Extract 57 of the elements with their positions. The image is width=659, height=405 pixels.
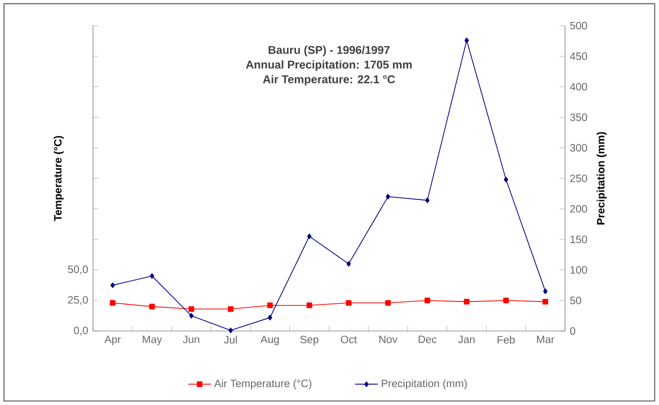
point bbox=[306, 302, 312, 308]
y2-tick-label: 450 bbox=[570, 52, 588, 60]
point bbox=[425, 198, 430, 204]
x-tick-label: Feb bbox=[498, 336, 515, 344]
point bbox=[385, 300, 391, 306]
point bbox=[307, 234, 312, 240]
point bbox=[386, 194, 390, 200]
annotation: Air Temperature: 22.1 °C bbox=[262, 74, 395, 86]
y2-tick-label: 200 bbox=[570, 205, 588, 213]
point bbox=[504, 176, 508, 182]
point bbox=[110, 300, 116, 306]
x-tick-label: Jul bbox=[224, 336, 237, 344]
x-tick-label: Oct bbox=[340, 336, 357, 344]
legend-label: Precipitation (mm) bbox=[382, 379, 467, 390]
y2-tick-label: 400 bbox=[570, 82, 588, 91]
y2-tick-label: 150 bbox=[570, 236, 588, 244]
point bbox=[543, 288, 548, 294]
y-axis-title: Temperature (°C) bbox=[54, 136, 64, 222]
point bbox=[268, 314, 272, 320]
point bbox=[188, 306, 194, 312]
y2-tick-label: 100 bbox=[570, 266, 588, 274]
point bbox=[150, 273, 154, 279]
y-tick-label: 25,0 bbox=[68, 296, 88, 305]
point bbox=[110, 282, 115, 288]
x-tick-label: Apr bbox=[104, 336, 121, 346]
x-tick-label: Jan bbox=[458, 336, 475, 344]
point bbox=[464, 298, 470, 304]
legend-label: Air Temperature (°C) bbox=[214, 379, 312, 390]
x-tick-label: Nov bbox=[379, 336, 398, 344]
point bbox=[542, 298, 548, 304]
y2-tick-label: 0 bbox=[570, 327, 576, 335]
point bbox=[189, 312, 194, 319]
y2-tick-label: 500 bbox=[570, 22, 588, 30]
y2-tick-label: 300 bbox=[570, 144, 588, 152]
x-tick-label: Sep bbox=[300, 336, 318, 346]
x-tick-label: Aug bbox=[260, 336, 279, 346]
text: Bauru (SP) - 1996/1997 bbox=[268, 46, 390, 56]
y2-tick-label: 50 bbox=[570, 296, 582, 304]
y2-tick-label: 250 bbox=[570, 174, 588, 182]
point bbox=[464, 38, 469, 44]
x-tick-label: Mar bbox=[537, 336, 554, 344]
point bbox=[346, 261, 351, 267]
point bbox=[424, 298, 430, 304]
y-tick-label: 0,0 bbox=[74, 326, 88, 336]
x-tick-label: Jun bbox=[182, 336, 200, 344]
point bbox=[346, 300, 352, 306]
y2-tick-label: 350 bbox=[570, 114, 588, 122]
annotation: Annual Precipitation: 1705 mm bbox=[246, 60, 412, 71]
x-tick-label: Dec bbox=[418, 336, 437, 344]
point bbox=[267, 302, 273, 308]
x-tick-label: May bbox=[142, 336, 162, 346]
point bbox=[228, 328, 233, 334]
y-tick-label: 50,0 bbox=[68, 266, 88, 274]
point bbox=[228, 306, 234, 312]
point bbox=[503, 298, 509, 304]
y2-axis-title: Precipitation (mm) bbox=[596, 132, 607, 224]
point bbox=[149, 304, 155, 310]
